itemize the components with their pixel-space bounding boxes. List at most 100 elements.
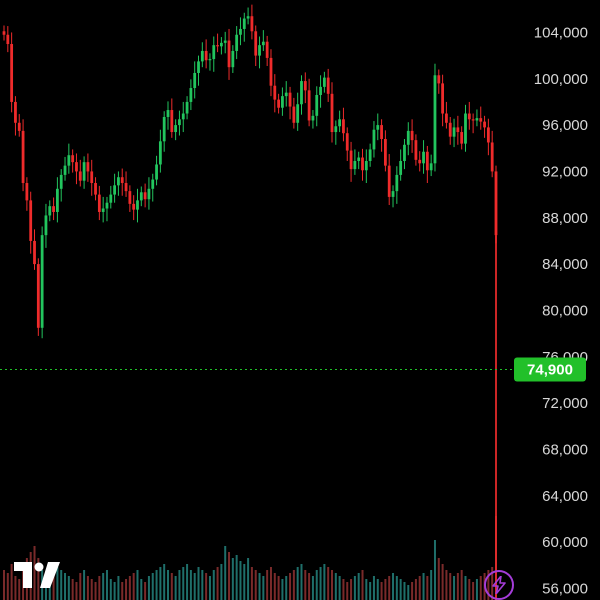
volume-bar	[315, 570, 318, 600]
candle-body	[44, 215, 48, 236]
candle-body	[6, 34, 10, 45]
volume-bar	[418, 576, 421, 600]
candle-body	[101, 208, 105, 212]
y-axis: 104,000 100,000 96,000 92,000 88,000 84,000 80…	[534, 24, 588, 597]
candle-body	[300, 81, 303, 105]
y-tick-label: 84,000	[542, 256, 588, 273]
y-tick-label: 60,000	[542, 534, 588, 551]
volume-bar	[475, 579, 478, 600]
volume-bar	[220, 564, 223, 600]
volume-bar	[399, 579, 402, 600]
candle-body	[475, 118, 479, 121]
candle-body	[113, 185, 117, 195]
candle-body	[414, 140, 418, 160]
volume-bar	[208, 576, 211, 600]
candle-body	[239, 28, 242, 35]
volume-bar	[437, 558, 440, 600]
volume-bar	[79, 573, 82, 600]
volume-bar	[266, 570, 269, 600]
volume-bar	[64, 573, 67, 600]
candle-body	[29, 200, 33, 241]
candle-body	[315, 94, 319, 116]
volume-bar	[212, 570, 215, 600]
volume-bar	[197, 567, 200, 600]
y-tick-label: 100,000	[534, 71, 588, 88]
volume-bar	[228, 552, 231, 600]
candle-body	[399, 161, 403, 175]
volume-bar	[388, 576, 391, 600]
candle-body	[338, 119, 342, 127]
volume-bar	[75, 582, 78, 600]
candle-body	[82, 162, 86, 181]
volume-bar	[155, 570, 158, 600]
volume-bar	[125, 579, 128, 600]
volume-bar	[292, 570, 295, 600]
candle-body	[486, 127, 490, 143]
candle-body	[33, 240, 36, 265]
candle-body	[269, 57, 273, 86]
candle-body	[441, 83, 445, 114]
volume-bar	[281, 579, 284, 600]
volume-bar	[361, 570, 364, 600]
candle-body	[235, 34, 239, 51]
candle-body	[273, 85, 277, 100]
candle-body	[105, 202, 109, 209]
volume-bar	[105, 570, 108, 600]
volume-bar	[414, 579, 417, 600]
volume-bar	[426, 576, 429, 600]
volume-bar	[201, 570, 204, 600]
volume-bar	[98, 576, 101, 600]
volume-bar	[250, 567, 253, 600]
candle-body	[14, 101, 17, 123]
volume-bar	[422, 573, 425, 600]
candle-body	[216, 45, 219, 47]
price-tag-label: 74,900	[527, 361, 573, 378]
volume-bar	[296, 567, 299, 600]
candle-body	[281, 96, 284, 108]
candle-body	[380, 125, 383, 139]
candle-body	[90, 171, 94, 184]
current-price-tag: 74,900	[514, 357, 586, 382]
candle-body	[25, 183, 29, 201]
volume-bar	[71, 579, 74, 600]
volume-bar	[170, 573, 173, 600]
volume-bar	[350, 579, 353, 600]
volume-bar	[445, 570, 448, 600]
candle-body	[368, 149, 372, 162]
y-tick-label: 68,000	[542, 441, 588, 458]
candle-body	[48, 206, 52, 216]
volume-bar	[37, 558, 40, 600]
price-tag-background	[514, 357, 586, 382]
volume-bar	[52, 570, 55, 600]
volume-bar	[147, 576, 150, 600]
volume-bar	[117, 576, 120, 600]
volume-bar	[353, 576, 356, 600]
y-tick-label: 64,000	[542, 488, 588, 505]
candle-body	[357, 157, 361, 162]
volume-bar	[311, 576, 314, 600]
volume-bar	[334, 573, 337, 600]
candle-body	[342, 119, 345, 134]
candle-body	[71, 155, 75, 163]
volume-bar	[285, 576, 288, 600]
lightning-bolt-button[interactable]	[484, 570, 514, 600]
volume-bar	[372, 576, 375, 600]
candle-body	[418, 159, 422, 164]
candle-body	[307, 90, 311, 121]
volume-bar	[258, 573, 261, 600]
volume-bar	[254, 570, 257, 600]
volume-bar	[86, 576, 89, 600]
candle-body	[353, 161, 357, 170]
volume-bar	[453, 576, 456, 600]
candle-body	[124, 183, 128, 192]
volume-bar	[277, 576, 280, 600]
y-tick-label: 88,000	[542, 210, 588, 227]
volume-bar	[83, 570, 86, 600]
volume-bar	[289, 573, 292, 600]
candle-body	[471, 119, 475, 121]
volume-bar	[10, 564, 13, 600]
candle-body	[319, 86, 322, 95]
y-tick-label: 56,000	[542, 580, 588, 597]
candle-body	[117, 177, 120, 186]
